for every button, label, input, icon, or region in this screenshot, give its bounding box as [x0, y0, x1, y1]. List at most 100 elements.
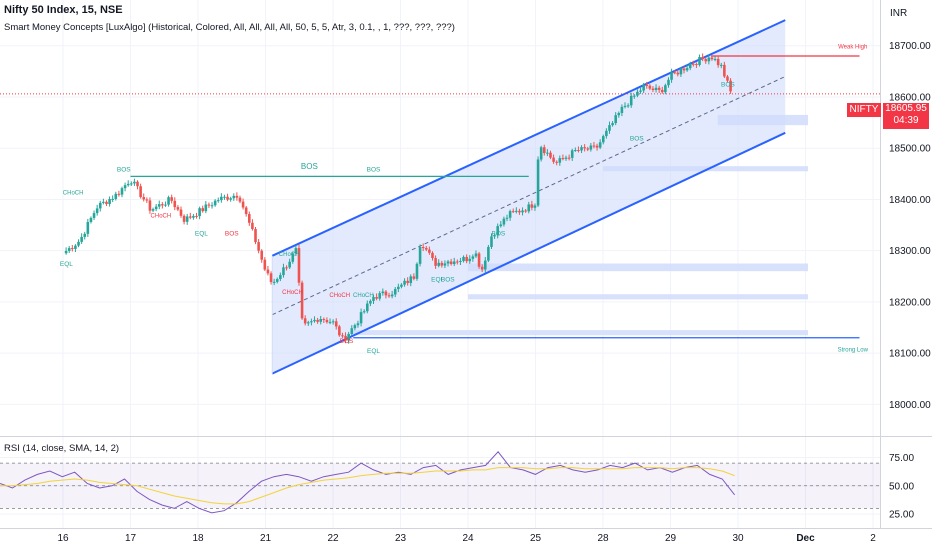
candle-body[interactable] [542, 147, 546, 154]
candle-body[interactable] [279, 275, 282, 280]
candle-body[interactable] [499, 224, 503, 227]
candle-body[interactable] [676, 72, 680, 75]
candle-body[interactable] [244, 207, 248, 215]
candle-body[interactable] [198, 208, 201, 217]
rsi-series-rsi[interactable] [0, 451, 735, 514]
candle-body[interactable] [601, 136, 605, 143]
candle-body[interactable] [521, 210, 524, 213]
candle-body[interactable] [248, 214, 251, 223]
candle-body[interactable] [232, 195, 236, 199]
candle-body[interactable] [161, 204, 164, 206]
candle-body[interactable] [570, 150, 574, 158]
candle-body[interactable] [80, 236, 83, 242]
candle-body[interactable] [490, 236, 493, 247]
candle-body[interactable] [431, 252, 434, 259]
candle-body[interactable] [673, 72, 676, 74]
candle-body[interactable] [648, 85, 652, 89]
candle-body[interactable] [288, 261, 291, 268]
candle-body[interactable] [64, 250, 68, 254]
candle-body[interactable] [518, 210, 521, 213]
candle-body[interactable] [375, 297, 378, 299]
candle-body[interactable] [546, 152, 549, 154]
candle-body[interactable] [207, 204, 211, 206]
candle-body[interactable] [136, 181, 139, 187]
candle-body[interactable] [660, 89, 664, 93]
candle-body[interactable] [428, 249, 431, 253]
candle-body[interactable] [586, 148, 590, 150]
candle-body[interactable] [102, 201, 105, 203]
candle-body[interactable] [316, 319, 319, 322]
candle-body[interactable] [344, 335, 347, 341]
candle-body[interactable] [527, 204, 531, 212]
candle-body[interactable] [592, 145, 596, 147]
candle-body[interactable] [220, 196, 223, 201]
candle-body[interactable] [620, 106, 624, 114]
candle-body[interactable] [142, 197, 146, 200]
candle-body[interactable] [365, 303, 369, 312]
candle-body[interactable] [154, 206, 158, 210]
candle-body[interactable] [567, 157, 571, 159]
candle-body[interactable] [98, 202, 102, 209]
candle-body[interactable] [561, 158, 565, 160]
candle-body[interactable] [185, 216, 189, 222]
candle-body[interactable] [474, 253, 478, 257]
candle-body[interactable] [480, 266, 484, 270]
candle-body[interactable] [626, 105, 630, 107]
candle-body[interactable] [564, 157, 568, 159]
candle-body[interactable] [555, 161, 558, 163]
candle-body[interactable] [179, 209, 183, 216]
candle-body[interactable] [524, 210, 527, 212]
candle-body[interactable] [282, 267, 285, 276]
candle-body[interactable] [350, 328, 354, 334]
candle-body[interactable] [459, 260, 462, 262]
candle-body[interactable] [254, 229, 257, 243]
candle-body[interactable] [493, 235, 496, 237]
candle-body[interactable] [235, 195, 239, 198]
candle-body[interactable] [443, 263, 447, 266]
candle-body[interactable] [83, 233, 87, 237]
candle-body[interactable] [331, 321, 335, 323]
candle-body[interactable] [449, 261, 453, 265]
candle-body[interactable] [530, 204, 534, 208]
candle-body[interactable] [629, 95, 633, 106]
candle-body[interactable] [176, 207, 180, 210]
candle-body[interactable] [303, 318, 307, 324]
candle-body[interactable] [713, 58, 717, 60]
candle-body[interactable] [701, 57, 704, 60]
candle-body[interactable] [409, 276, 413, 284]
candle-body[interactable] [617, 113, 621, 116]
candle-body[interactable] [657, 87, 661, 90]
candle-body[interactable] [462, 256, 465, 261]
candle-body[interactable] [716, 58, 720, 66]
candle-body[interactable] [598, 142, 602, 148]
candle-body[interactable] [269, 273, 273, 283]
candle-body[interactable] [421, 247, 425, 249]
candle-body[interactable] [216, 200, 220, 202]
candle-body[interactable] [74, 245, 77, 249]
candle-body[interactable] [108, 199, 111, 205]
candle-body[interactable] [611, 123, 614, 126]
candle-body[interactable] [415, 263, 419, 279]
candle-body[interactable] [446, 261, 450, 264]
candle-body[interactable] [285, 267, 288, 269]
candle-body[interactable] [692, 63, 695, 65]
candle-body[interactable] [651, 88, 655, 90]
candle-body[interactable] [372, 297, 375, 301]
candle-body[interactable] [77, 241, 80, 246]
candle-body[interactable] [148, 200, 152, 211]
candle-body[interactable] [605, 130, 608, 137]
candle-body[interactable] [195, 215, 198, 217]
candle-body[interactable] [120, 188, 124, 195]
candle-body[interactable] [552, 157, 555, 162]
candle-body[interactable] [251, 222, 254, 230]
candle-body[interactable] [437, 262, 441, 266]
candle-body[interactable] [384, 291, 388, 296]
candle-body[interactable] [145, 199, 149, 201]
candle-body[interactable] [338, 326, 341, 336]
candle-body[interactable] [642, 84, 645, 91]
candle-body[interactable] [353, 325, 357, 329]
candle-body[interactable] [707, 57, 711, 62]
symbol-badge[interactable]: NIFTY [847, 103, 881, 117]
candle-body[interactable] [300, 282, 304, 319]
